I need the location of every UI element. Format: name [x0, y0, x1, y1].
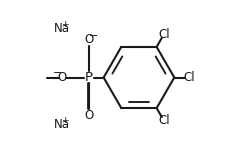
Text: Cl: Cl [158, 114, 170, 127]
Text: Na: Na [54, 22, 70, 35]
Text: −: − [89, 31, 98, 42]
Text: Na: Na [54, 118, 70, 131]
Text: O: O [84, 33, 94, 46]
Text: O: O [84, 109, 94, 122]
Text: +: + [61, 115, 69, 125]
Text: P: P [85, 71, 93, 84]
Text: +: + [61, 20, 69, 29]
Text: O: O [58, 71, 67, 84]
Text: Cl: Cl [183, 71, 195, 84]
Text: −: − [53, 68, 63, 78]
Text: Cl: Cl [158, 28, 170, 41]
